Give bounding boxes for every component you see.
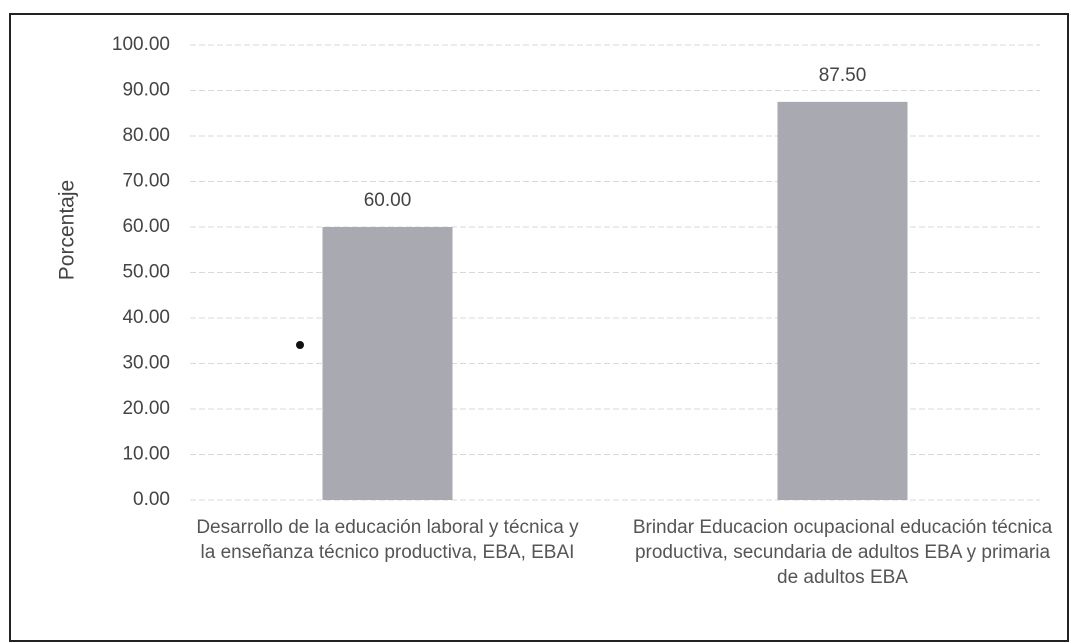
y-axis-label: Porcentaje	[56, 180, 79, 280]
bar	[322, 227, 453, 500]
data-label: 60.00	[364, 190, 412, 211]
x-tick-label: Brindar Educacion ocupacional educación …	[632, 517, 1053, 588]
data-label: 87.50	[819, 65, 867, 86]
y-tick-label: 40.00	[122, 307, 170, 328]
chart-border	[9, 13, 1069, 642]
y-tick-label: 90.00	[122, 80, 170, 101]
y-tick-label: 50.00	[122, 262, 170, 283]
y-tick-label: 60.00	[122, 216, 170, 237]
scan-dot	[296, 341, 304, 349]
y-tick-label: 10.00	[122, 444, 170, 465]
bar	[777, 101, 908, 500]
y-tick-label: 30.00	[122, 353, 170, 374]
y-tick-label: 0.00	[133, 489, 170, 510]
y-tick-label: 100.00	[112, 34, 170, 55]
y-tick-label: 80.00	[122, 125, 170, 146]
x-tick-label: Desarrollo de la educación laboral y téc…	[196, 517, 579, 563]
y-tick-label: 20.00	[122, 398, 170, 419]
y-tick-label: 70.00	[122, 171, 170, 192]
